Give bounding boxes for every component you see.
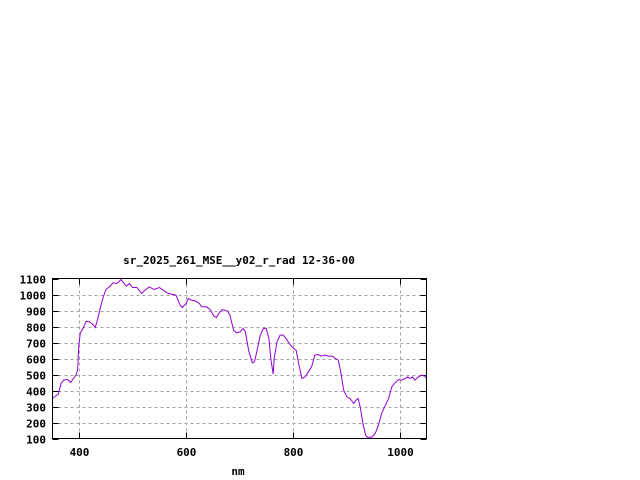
- grid: [52, 278, 427, 439]
- x-axis-label: nm: [231, 465, 245, 478]
- y-tick-label: 900: [26, 306, 46, 319]
- x-tick-label: 600: [177, 446, 197, 459]
- plot-border: [52, 278, 427, 439]
- y-tick-label: 700: [26, 338, 46, 351]
- y-tick-label: 500: [26, 370, 46, 383]
- y-tick-label: 800: [26, 322, 46, 335]
- x-tick-label: 1000: [387, 446, 414, 459]
- y-tick-label: 400: [26, 386, 46, 399]
- y-axis-ticks: 100 200 300 400 500 600 700 800 900 1000 1100: [20, 274, 427, 447]
- y-tick-label: 100: [26, 434, 46, 447]
- x-axis-ticks: 400 600 800 1000: [70, 278, 414, 459]
- series-line: [52, 278, 427, 439]
- y-tick-label: 300: [26, 402, 46, 415]
- y-tick-label: 200: [26, 418, 46, 431]
- y-tick-label: 1100: [20, 274, 47, 287]
- y-tick-label: 1000: [20, 290, 47, 303]
- y-tick-label: 600: [26, 354, 46, 367]
- x-tick-label: 400: [70, 446, 90, 459]
- chart-title: sr_2025_261_MSE__y02_r_rad 12-36-00: [123, 254, 355, 267]
- x-tick-label: 800: [284, 446, 304, 459]
